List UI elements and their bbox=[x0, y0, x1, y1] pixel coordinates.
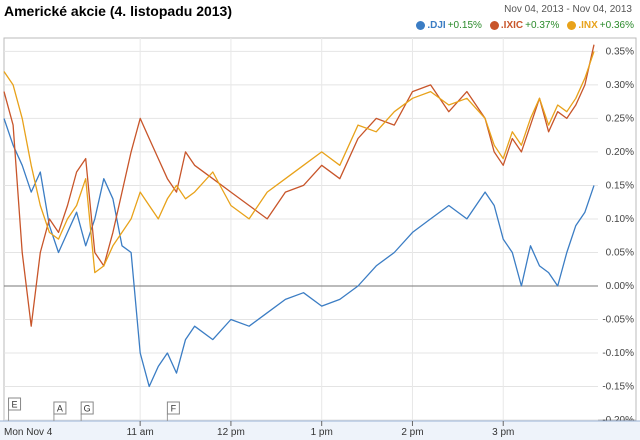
y-tick-label: 0.15% bbox=[606, 180, 634, 191]
series-line-dji[interactable] bbox=[3, 118, 595, 388]
x-tick-label: 1 pm bbox=[311, 427, 333, 438]
legend-change-inx: +0.36% bbox=[599, 20, 634, 31]
x-tick-label: 12 pm bbox=[217, 427, 245, 438]
legend-symbol-ixic: .IXIC bbox=[500, 20, 524, 31]
x-axis-band bbox=[0, 421, 640, 440]
event-flag-label: A bbox=[57, 404, 63, 414]
x-tick-label: 3 pm bbox=[492, 427, 514, 438]
event-flag-f[interactable] bbox=[166, 401, 180, 415]
y-tick-label: -0.05% bbox=[602, 314, 634, 325]
event-flag-e[interactable] bbox=[8, 397, 22, 411]
legend-item-inx[interactable]: .INX +0.36% bbox=[567, 20, 634, 31]
y-tick-label: 0.20% bbox=[606, 147, 634, 158]
y-tick-label: 0.25% bbox=[606, 113, 634, 124]
y-tick-label: 0.00% bbox=[606, 281, 634, 292]
event-flag-label: G bbox=[84, 404, 91, 414]
legend-change-ixic: +0.37% bbox=[525, 20, 560, 31]
plot-border bbox=[3, 37, 637, 421]
legend-symbol-dji: .DJI bbox=[427, 20, 446, 31]
event-flag-g[interactable] bbox=[80, 401, 94, 415]
y-tick-label: 0.30% bbox=[606, 80, 634, 91]
y-tick-label: 0.10% bbox=[606, 214, 634, 225]
event-flag-a[interactable] bbox=[53, 401, 67, 415]
event-flag-label: E bbox=[12, 400, 18, 410]
x-tick-label: Mon Nov 4 bbox=[4, 427, 53, 438]
series-line-ixic[interactable] bbox=[3, 44, 595, 327]
legend-symbol-inx: .INX bbox=[578, 20, 598, 31]
event-flag-label: F bbox=[171, 404, 177, 414]
x-tick-label: 2 pm bbox=[401, 427, 423, 438]
legend: .DJI +0.15% .IXIC +0.37% .INX +0.36% bbox=[416, 20, 634, 31]
x-tick-label: 11 am bbox=[127, 427, 154, 438]
y-tick-label: -0.15% bbox=[602, 381, 634, 392]
legend-item-ixic[interactable]: .IXIC +0.37% bbox=[489, 20, 560, 31]
series-line-inx[interactable] bbox=[3, 51, 595, 274]
legend-dot-dji bbox=[416, 21, 426, 30]
date-range[interactable]: Nov 04, 2013 - Nov 04, 2013 bbox=[504, 4, 632, 15]
y-tick-label: -0.10% bbox=[602, 348, 634, 359]
legend-dot-inx bbox=[567, 21, 577, 30]
chart-title: Americké akcie (4. listopadu 2013) bbox=[4, 3, 232, 19]
legend-item-dji[interactable]: .DJI +0.15% bbox=[416, 20, 482, 31]
legend-dot-ixic bbox=[489, 21, 499, 30]
y-tick-label: 0.35% bbox=[606, 46, 634, 57]
y-tick-label: 0.05% bbox=[606, 247, 634, 258]
legend-change-dji: +0.15% bbox=[447, 20, 482, 31]
